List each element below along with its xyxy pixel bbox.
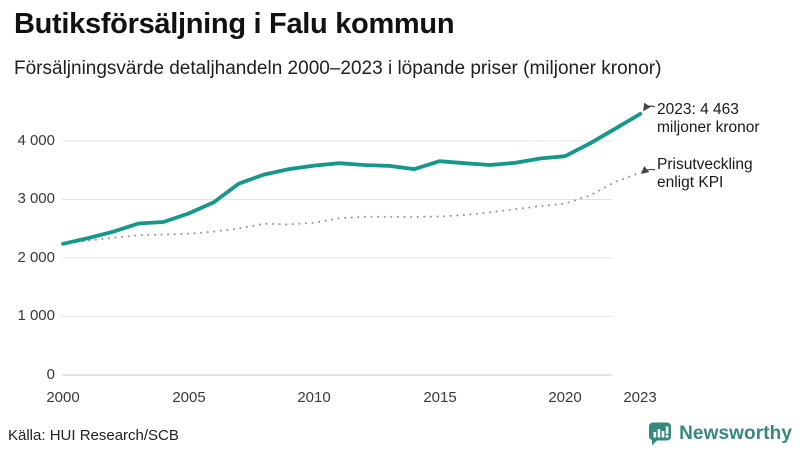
- newsworthy-logo[interactable]: Newsworthy: [648, 421, 792, 446]
- page-subtitle: Försäljningsvärde detaljhandeln 2000–202…: [14, 58, 662, 79]
- x-tick-2010: 2010: [297, 389, 331, 406]
- source-caption: Källa: HUI Research/SCB: [8, 427, 179, 444]
- annotation-kpi-line1: Prisutveckling: [657, 156, 753, 173]
- sales-line: [61, 112, 643, 246]
- x-tick-2020: 2020: [548, 389, 582, 406]
- annotation-sales-2023: 2023: 4 463 miljoner kronor: [657, 101, 760, 137]
- y-tick-4000: 4 000: [17, 132, 55, 149]
- x-tick-2005: 2005: [172, 389, 206, 406]
- y-tick-3000: 3 000: [17, 190, 55, 207]
- y-tick-0: 0: [46, 366, 55, 383]
- x-tick-2023: 2023: [623, 389, 657, 406]
- page-title: Butiksförsäljning i Falu kommun: [14, 8, 455, 40]
- annotation-kpi: Prisutveckling enligt KPI: [657, 156, 753, 192]
- y-tick-2000: 2 000: [17, 249, 55, 266]
- annotation-arrow-kpi: [640, 166, 656, 174]
- x-tick-2000: 2000: [46, 389, 80, 406]
- gridlines: [62, 140, 612, 376]
- y-tick-1000: 1 000: [17, 307, 55, 324]
- newsworthy-wordmark: Newsworthy: [679, 422, 792, 444]
- kpi-line: [62, 171, 642, 245]
- newsworthy-logo-icon: [649, 422, 672, 446]
- annotation-arrow-sales: [643, 102, 656, 112]
- annotation-sales-line1: 2023: 4 463: [657, 101, 739, 118]
- annotation-kpi-line2: enligt KPI: [657, 174, 724, 191]
- x-tick-2015: 2015: [423, 389, 457, 406]
- annotation-sales-line2: miljoner kronor: [657, 119, 760, 136]
